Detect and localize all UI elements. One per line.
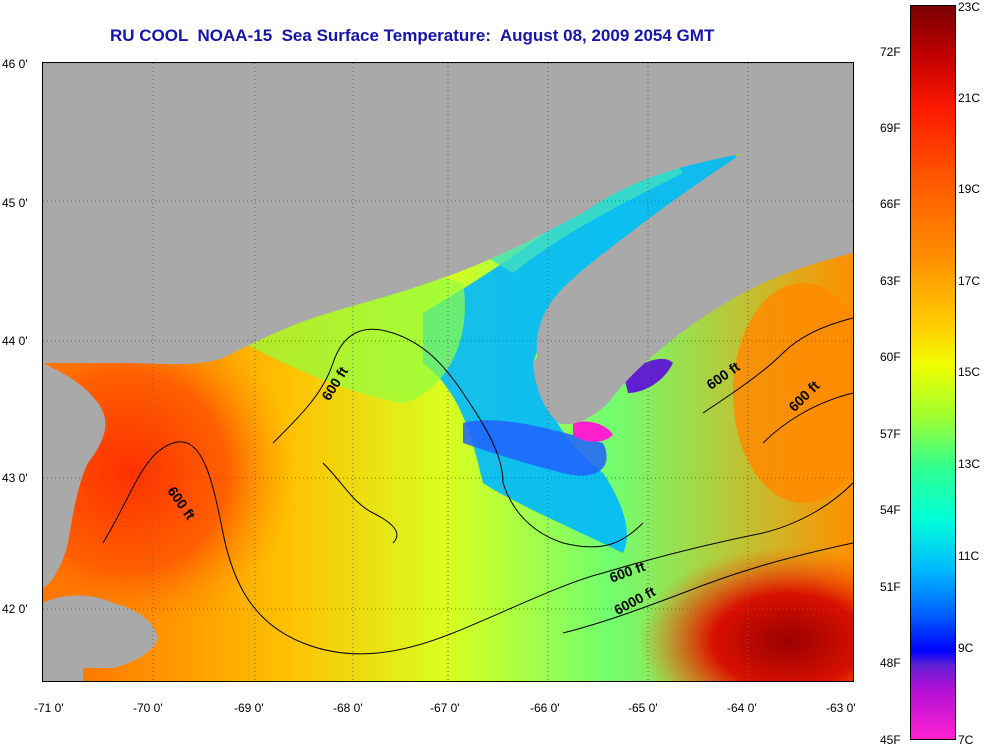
coldest-water bbox=[573, 421, 613, 442]
latitude-label: 46 0' bbox=[2, 57, 28, 71]
longitude-label: -71 0' bbox=[34, 701, 64, 715]
colorbar-f-label: 51F bbox=[880, 580, 901, 594]
graticule bbox=[43, 63, 853, 681]
colorbar-c-label: 23C bbox=[958, 0, 981, 14]
colorbar-c-label: 21C bbox=[958, 91, 981, 105]
colorbar-f-label: 48F bbox=[880, 656, 901, 670]
latitude-label: 44 0' bbox=[2, 334, 28, 348]
land-cape-cod bbox=[43, 595, 158, 681]
land-west bbox=[43, 363, 106, 588]
colorbar-f-label: 45F bbox=[880, 733, 901, 747]
colorbar-c-label: 17C bbox=[958, 274, 981, 288]
longitude-label: -65 0' bbox=[628, 701, 658, 715]
colorbar-f-label: 63F bbox=[880, 274, 901, 288]
colorbar-f-label: 69F bbox=[880, 121, 901, 135]
colorbar-c-label: 15C bbox=[958, 365, 981, 379]
warm-region-east bbox=[733, 283, 853, 503]
colorbar-c-label: 11C bbox=[958, 549, 980, 563]
longitude-label: -63 0' bbox=[826, 701, 856, 715]
sst-map[interactable]: 600 ft 600 ft 600 ft 600 ft 600 ft 6000 … bbox=[42, 62, 854, 682]
colorbar-f-label: 72F bbox=[880, 45, 901, 59]
longitude-label: -67 0' bbox=[430, 701, 460, 715]
colorbar-f-label: 60F bbox=[880, 350, 901, 364]
cold-core bbox=[463, 420, 607, 476]
colorbar-c-label: 7C bbox=[958, 733, 974, 747]
map-title: RU COOL NOAA-15 Sea Surface Temperature:… bbox=[110, 26, 715, 45]
latitude-label: 42 0' bbox=[2, 602, 28, 616]
colorbar-c-label: 9C bbox=[958, 641, 974, 655]
colorbar-c-label: 13C bbox=[958, 457, 981, 471]
longitude-label: -68 0' bbox=[333, 701, 363, 715]
latitude-label: 43 0' bbox=[2, 471, 28, 485]
colorbar-f-label: 66F bbox=[880, 197, 901, 211]
latitude-label: 45 0' bbox=[2, 196, 28, 210]
longitude-label: -69 0' bbox=[234, 701, 264, 715]
longitude-label: -70 0' bbox=[133, 701, 163, 715]
longitude-label: -66 0' bbox=[530, 701, 560, 715]
land-nova-scotia bbox=[533, 208, 853, 425]
sst-map-canvas bbox=[43, 63, 853, 681]
colorbar-f-label: 54F bbox=[880, 503, 901, 517]
longitude-label: -64 0' bbox=[727, 701, 757, 715]
color-scale-bar bbox=[910, 5, 956, 740]
colorbar-f-label: 57F bbox=[880, 427, 901, 441]
depth-contours bbox=[102, 317, 853, 655]
colorbar-c-label: 19C bbox=[958, 182, 981, 196]
